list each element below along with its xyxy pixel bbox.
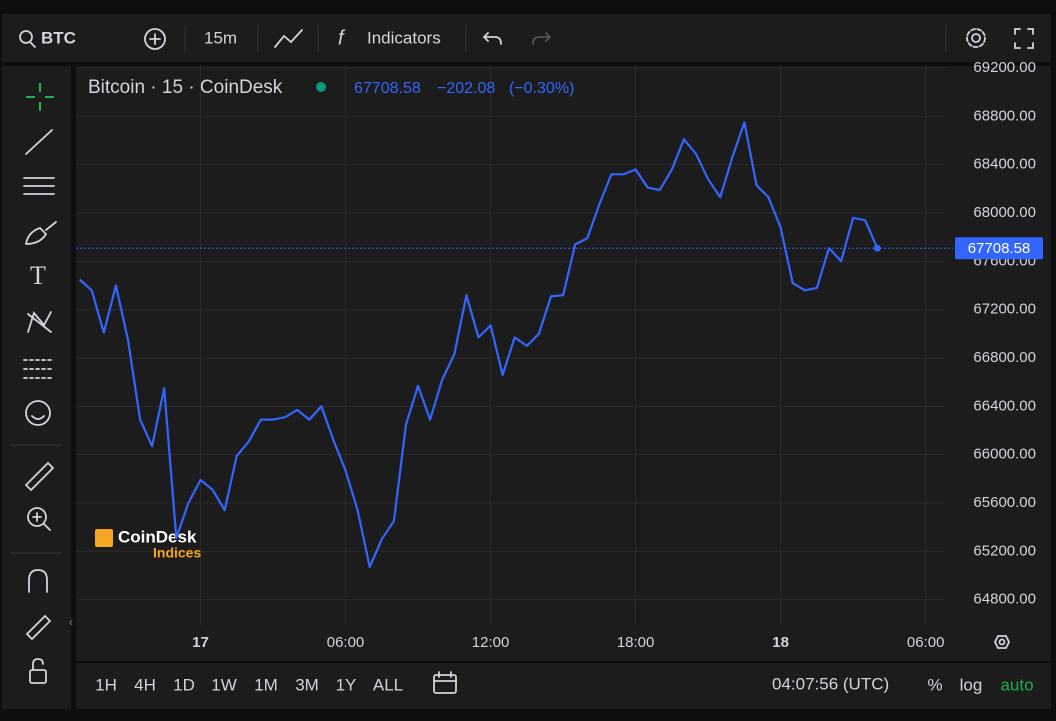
- add-symbol[interactable]: [144, 28, 166, 50]
- y-tick-label: 65200.00: [973, 542, 1036, 559]
- fx-icon[interactable]: f: [338, 27, 346, 49]
- pattern-tool[interactable]: [27, 311, 52, 333]
- watermark-logo: [95, 529, 113, 547]
- interval[interactable]: 15m: [204, 28, 237, 47]
- emoji-tool[interactable]: [25, 400, 51, 426]
- watermark-sub: Indices: [153, 545, 201, 561]
- date-range-icon[interactable]: [433, 671, 457, 694]
- y-tick-label: 68000.00: [973, 204, 1036, 221]
- y-tick-label: 69200.00: [973, 59, 1036, 76]
- lock-tool[interactable]: [29, 658, 47, 684]
- legend-change-pct: (−0.30%): [509, 80, 574, 97]
- trendline-tool[interactable]: [25, 129, 53, 155]
- y-tick-label: 66400.00: [973, 397, 1036, 414]
- brush-tool[interactable]: [25, 221, 57, 245]
- range-button[interactable]: 1H: [95, 675, 117, 694]
- crosshair-tool[interactable]: [26, 83, 54, 111]
- range-button[interactable]: 3M: [295, 675, 319, 694]
- last-point: [873, 244, 881, 252]
- top-toolbar: [2, 14, 1051, 62]
- clock: 04:07:56 (UTC): [772, 674, 889, 693]
- range-button[interactable]: 4H: [134, 675, 156, 694]
- y-tick-label: 67200.00: [973, 301, 1036, 318]
- symbol[interactable]: BTC: [41, 28, 76, 47]
- y-tick-label: 68400.00: [973, 156, 1036, 173]
- bottom-bar: 1H 4H 1D 1W 1M 3M 1Y ALL% log auto: [95, 675, 1033, 694]
- settings[interactable]: [966, 28, 986, 48]
- zoom-tool[interactable]: [27, 507, 51, 531]
- y-tick-label: 66000.00: [973, 446, 1036, 463]
- collapse-toggle[interactable]: ‹: [69, 615, 73, 629]
- price-line: [78, 121, 879, 569]
- scale-mode[interactable]: auto: [1000, 675, 1033, 694]
- x-tick-label: 06:00: [907, 634, 945, 651]
- projection-tool[interactable]: [23, 359, 55, 379]
- indicators[interactable]: Indicators: [367, 28, 441, 47]
- chart-style[interactable]: [274, 29, 303, 48]
- fib-tool[interactable]: [23, 177, 55, 195]
- ruler-tool[interactable]: [24, 461, 55, 492]
- range-button[interactable]: ALL: [373, 675, 403, 694]
- range-button[interactable]: 1W: [211, 675, 237, 694]
- axis-settings[interactable]: [993, 635, 1011, 649]
- range-button[interactable]: 1D: [173, 675, 195, 694]
- grid: 64800.00 65200.00 65600.00 66000.00 66400.00…: [76, 59, 1036, 651]
- left-toolbar: [2, 66, 71, 709]
- redo[interactable]: [532, 32, 552, 45]
- y-tick-label: 66800.00: [973, 349, 1036, 366]
- x-tick-label: 18:00: [617, 634, 655, 651]
- plot: 67708.58: [76, 121, 1043, 569]
- y-tick-label: 65600.00: [973, 494, 1036, 511]
- fullscreen[interactable]: [1014, 28, 1034, 49]
- range-button[interactable]: 1M: [254, 675, 278, 694]
- lock-draw-tool[interactable]: [25, 614, 52, 641]
- x-tick-label: 17: [192, 634, 209, 651]
- x-tick-label: 18: [772, 634, 789, 651]
- scale-mode[interactable]: %: [927, 675, 942, 694]
- legend-title: Bitcoin · 15 · CoinDesk: [88, 77, 283, 98]
- scale-mode[interactable]: log: [960, 675, 983, 694]
- range-button[interactable]: 1Y: [336, 675, 357, 694]
- price-tag-label: 67708.58: [968, 240, 1031, 257]
- search-icon[interactable]: [19, 30, 36, 48]
- x-tick-label: 06:00: [327, 634, 365, 651]
- watermark-brand: CoinDesk: [118, 527, 197, 546]
- magnet-tool[interactable]: [28, 569, 48, 593]
- x-tick-label: 12:00: [472, 634, 510, 651]
- chart-panel: [76, 66, 1051, 709]
- legend-price: 67708.58: [354, 80, 421, 97]
- text-tool[interactable]: T: [30, 261, 46, 290]
- y-tick-label: 64800.00: [973, 591, 1036, 608]
- market-status[interactable]: [316, 82, 326, 92]
- undo[interactable]: [482, 32, 502, 45]
- y-tick-label: 68800.00: [973, 107, 1036, 124]
- legend-change: −202.08: [437, 80, 495, 97]
- price-tag: [955, 237, 1043, 260]
